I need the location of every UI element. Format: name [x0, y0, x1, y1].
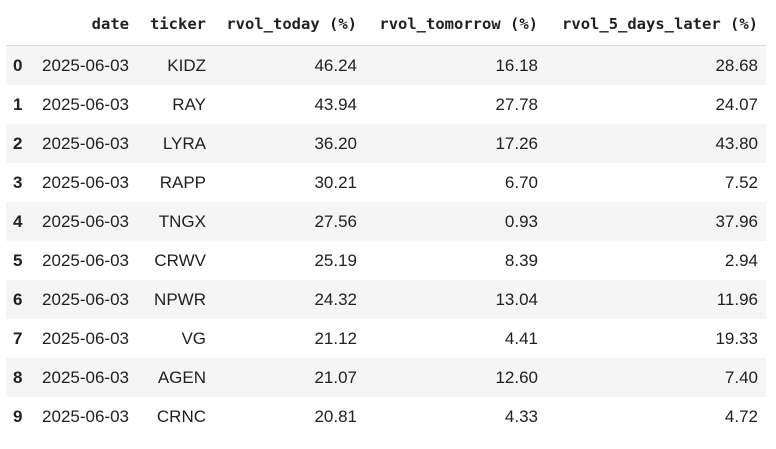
table-cell: CRWV — [154, 250, 206, 270]
table-cell: LYRA — [137, 124, 214, 163]
table-cell: 4.33 — [504, 406, 538, 426]
table-row: 5 2025-06-03 CRWV 25.19 8.39 2.94 — [6, 241, 766, 280]
table-cell: TNGX — [137, 202, 214, 241]
table-cell: 7.52 — [724, 172, 758, 192]
table-body: 0 2025-06-03 KIDZ 46.24 16.18 28.68 1 2025-06-0… — [6, 45, 766, 437]
table-row: 0 2025-06-03 KIDZ 46.24 16.18 28.68 — [6, 45, 766, 85]
column-header: rvol_5_days_later (%) — [546, 3, 766, 46]
table-cell: 20.81 — [314, 406, 357, 426]
table-cell: 21.12 — [314, 328, 357, 348]
table-cell: 2025-06-03 — [42, 250, 129, 270]
column-header: rvol_today (%) — [214, 3, 365, 46]
table-cell: 8.39 — [504, 250, 538, 270]
row-index: 9 — [13, 406, 23, 426]
table-cell: 2025-06-03 — [42, 406, 129, 426]
table-cell: KIDZ — [137, 45, 214, 85]
table-row: 7 2025-06-03 VG 21.12 4.41 19.33 — [6, 319, 766, 358]
row-index: 3 — [13, 172, 23, 192]
table-cell: 28.68 — [546, 45, 766, 85]
row-index: 6 — [6, 280, 36, 319]
table-cell: NPWR — [137, 280, 214, 319]
dataframe-table: date ticker rvol_today (%) rvol_tomorrow (%… — [6, 3, 766, 436]
table-cell: 27.56 — [214, 202, 365, 241]
row-index: 4 — [6, 202, 36, 241]
row-index: 5 — [13, 250, 23, 270]
table-cell: 2025-06-03 — [36, 280, 137, 319]
table-cell: 2025-06-03 — [36, 202, 137, 241]
column-header: rvol_tomorrow (%) — [365, 3, 546, 46]
table-row: 2 2025-06-03 LYRA 36.20 17.26 43.80 — [6, 124, 766, 163]
table-cell: 21.07 — [214, 358, 365, 397]
header-row: date ticker rvol_today (%) rvol_tomorrow (%… — [6, 3, 766, 46]
row-index: 8 — [6, 358, 36, 397]
table-cell: 6.70 — [504, 172, 538, 192]
row-index: 7 — [13, 328, 23, 348]
table-cell: 2025-06-03 — [36, 358, 137, 397]
index-header — [6, 3, 36, 46]
table-cell: 36.20 — [214, 124, 365, 163]
table-row: 8 2025-06-03 AGEN 21.07 12.60 7.40 — [6, 358, 766, 397]
table-row: 3 2025-06-03 RAPP 30.21 6.70 7.52 — [6, 163, 766, 202]
table-row: 6 2025-06-03 NPWR 24.32 13.04 11.96 — [6, 280, 766, 319]
row-index: 2 — [6, 124, 36, 163]
table-cell: 4.72 — [724, 406, 758, 426]
table-cell: 27.78 — [495, 94, 538, 114]
table-row: 1 2025-06-03 RAY 43.94 27.78 24.07 — [6, 85, 766, 124]
table-cell: 19.33 — [715, 328, 758, 348]
table-cell: 24.07 — [715, 94, 758, 114]
table-cell: 2025-06-03 — [36, 124, 137, 163]
table-cell: CRNC — [156, 406, 206, 426]
table-cell: 37.96 — [546, 202, 766, 241]
row-index: 0 — [6, 45, 36, 85]
table-cell: 0.93 — [365, 202, 546, 241]
table-cell: RAPP — [159, 172, 206, 192]
table-cell: 25.19 — [314, 250, 357, 270]
table-cell: VG — [181, 328, 206, 348]
table-cell: 2025-06-03 — [42, 94, 129, 114]
table-cell: 17.26 — [365, 124, 546, 163]
table-cell: 7.40 — [546, 358, 766, 397]
table-cell: 4.41 — [504, 328, 538, 348]
table-cell: AGEN — [137, 358, 214, 397]
table-cell: 2.94 — [724, 250, 758, 270]
column-header: ticker — [137, 3, 214, 46]
table-cell: 12.60 — [365, 358, 546, 397]
table-cell: 46.24 — [214, 45, 365, 85]
table-cell: RAY — [172, 94, 206, 114]
column-header: date — [36, 3, 137, 46]
table-cell: 2025-06-03 — [42, 328, 129, 348]
table-cell: 30.21 — [314, 172, 357, 192]
table-cell: 43.80 — [546, 124, 766, 163]
table-cell: 11.96 — [546, 280, 766, 319]
table-cell: 2025-06-03 — [36, 45, 137, 85]
table-row: 4 2025-06-03 TNGX 27.56 0.93 37.96 — [6, 202, 766, 241]
table-cell: 43.94 — [314, 94, 357, 114]
table-cell: 13.04 — [365, 280, 546, 319]
table-cell: 16.18 — [365, 45, 546, 85]
table-cell: 24.32 — [214, 280, 365, 319]
row-index: 1 — [13, 94, 23, 114]
table-row: 9 2025-06-03 CRNC 20.81 4.33 4.72 — [6, 397, 766, 436]
table-cell: 2025-06-03 — [42, 172, 129, 192]
